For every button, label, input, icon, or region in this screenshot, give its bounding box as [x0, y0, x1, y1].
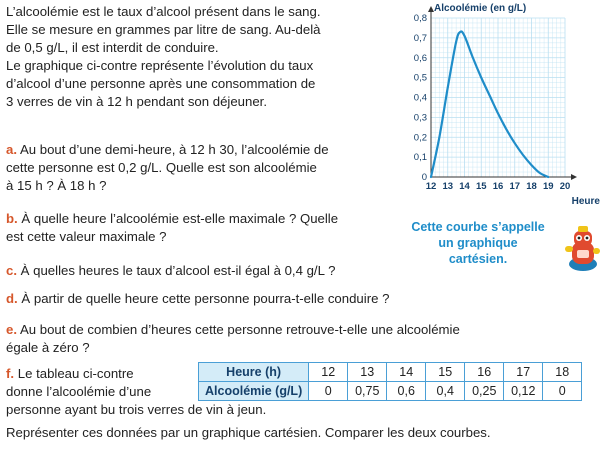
data-table: Heure (h) 12 13 14 15 16 17 18 Alcoolémi…: [197, 362, 583, 401]
chart-grid: [430, 17, 566, 178]
question-text: donne l’alcoolémie d’une: [6, 384, 152, 399]
table-cell: 12: [308, 362, 349, 382]
y-tick-label: 0: [422, 172, 427, 183]
intro-line: de 0,5 g/L, il est interdit de conduire.: [6, 40, 219, 55]
x-tick-label: 19: [543, 181, 554, 192]
question-label: b.: [6, 211, 18, 226]
question-b: b. À quelle heure l’alcoolémie est-elle …: [6, 210, 391, 246]
question-text: Au bout d’une demi-heure, à 12 h 30, l’a…: [19, 142, 329, 157]
table-cell: 0: [308, 381, 349, 401]
chart-series: [429, 30, 550, 179]
callout-line: cartésien.: [448, 252, 508, 266]
intro-line: L’alcoolémie est le taux d’alcool présen…: [6, 4, 321, 19]
question-text: À quelles heures le taux d’alcool est-il…: [20, 263, 336, 278]
intro-line: d’alcool d’une personne après une consom…: [6, 76, 316, 91]
table-cell: 17: [503, 362, 544, 382]
table-cell: 16: [464, 362, 505, 382]
intro-paragraph: L’alcoolémie est le taux d’alcool présen…: [6, 3, 391, 111]
y-tick-label: 0,8: [414, 13, 427, 24]
x-axis-arrow: [571, 174, 577, 180]
question-text: Représenter ces données par un graphique…: [6, 425, 491, 440]
x-tick-label: 17: [509, 181, 520, 192]
question-label: c.: [6, 263, 17, 278]
x-tick-label: 14: [459, 181, 470, 192]
chart-xlabel: Heure: [572, 196, 601, 207]
table-cell: 0,12: [503, 381, 544, 401]
question-a: a. Au bout d’une demi-heure, à 12 h 30, …: [6, 141, 391, 195]
question-text: À quelle heure l’alcoolémie est-elle max…: [21, 211, 339, 226]
callout-line: un graphique: [438, 236, 518, 250]
table-cell: 18: [542, 362, 583, 382]
y-tick-label: 0,4: [414, 93, 427, 104]
question-label: e.: [6, 322, 17, 337]
question-text: est cette valeur maximale ?: [6, 229, 167, 244]
question-label: d.: [6, 291, 18, 306]
table-row: Heure (h) 12 13 14 15 16 17 18: [197, 362, 583, 382]
chart-ticks: 12 13 14 15 16 17 18 19 20 0 0,1 0,2 0,3 0,4 0,5 0,6 0,7…: [414, 13, 571, 192]
chart-axes: [428, 6, 577, 180]
table-cell: 0,75: [347, 381, 388, 401]
callout-line: Cette courbe s’appelle: [411, 220, 545, 234]
table-row-header: Heure (h): [197, 362, 310, 382]
y-tick-label: 0,1: [414, 152, 427, 163]
x-tick-label: 18: [526, 181, 537, 192]
series-line: [429, 30, 550, 179]
y-axis-arrow: [428, 6, 434, 12]
question-text: cette personne est 0,2 g/L. Quelle est s…: [6, 160, 317, 175]
question-text: Le tableau ci-contre: [17, 366, 134, 381]
question-label: f.: [6, 366, 15, 381]
question-label: a.: [6, 142, 17, 157]
y-tick-label: 0,6: [414, 53, 427, 64]
x-tick-label: 20: [560, 181, 571, 192]
intro-line: Elle se mesure en grammes par litre de s…: [6, 22, 321, 37]
alcohol-chart: 12 13 14 15 16 17 18 19 20 0 0,1 0,2 0,3 0,4 0,5 0,6 0,7…: [414, 3, 601, 207]
x-tick-label: 15: [476, 181, 487, 192]
table-cell: 13: [347, 362, 388, 382]
table-row: Alcoolémie (g/L) 0 0,75 0,6 0,4 0,25 0,1…: [197, 381, 583, 401]
y-tick-label: 0,5: [414, 73, 427, 84]
table-cell: 0,6: [386, 381, 427, 401]
intro-line: 3 verres de vin à 12 h pendant son déjeu…: [6, 94, 268, 109]
question-text: Au bout de combien d’heures cette person…: [19, 322, 460, 337]
y-tick-label: 0,7: [414, 33, 427, 44]
table-row-header: Alcoolémie (g/L): [197, 381, 310, 401]
question-text: À partir de quelle heure cette personne …: [21, 291, 390, 306]
question-f: f. Le tableau ci-contre donne l’alcoolém…: [6, 365, 176, 401]
table-cell: 0,25: [464, 381, 505, 401]
question-text: à 15 h ? À 18 h ?: [6, 178, 107, 193]
chart-title: Alcoolémie (en g/L): [434, 3, 526, 14]
table-cell: 0: [542, 381, 583, 401]
question-text: personne ayant bu trois verres de vin à …: [6, 402, 267, 417]
intro-line: Le graphique ci-contre représente l’évol…: [6, 58, 314, 73]
question-text: égale à zéro ?: [6, 340, 90, 355]
table-cell: 14: [386, 362, 427, 382]
robot-mascot-icon: [565, 226, 600, 271]
callout-text: Cette courbe s’appelle un graphique cart…: [403, 219, 553, 267]
y-tick-label: 0,2: [414, 132, 427, 143]
table-cell: 0,4: [425, 381, 466, 401]
question-d: d. À partir de quelle heure cette person…: [6, 290, 596, 308]
y-tick-label: 0,3: [414, 112, 427, 123]
x-tick-label: 16: [493, 181, 504, 192]
question-c: c. À quelles heures le taux d’alcool est…: [6, 262, 596, 280]
question-e: e. Au bout de combien d’heures cette per…: [6, 321, 596, 357]
table-cell: 15: [425, 362, 466, 382]
x-tick-label: 12: [426, 181, 437, 192]
x-tick-label: 13: [442, 181, 453, 192]
